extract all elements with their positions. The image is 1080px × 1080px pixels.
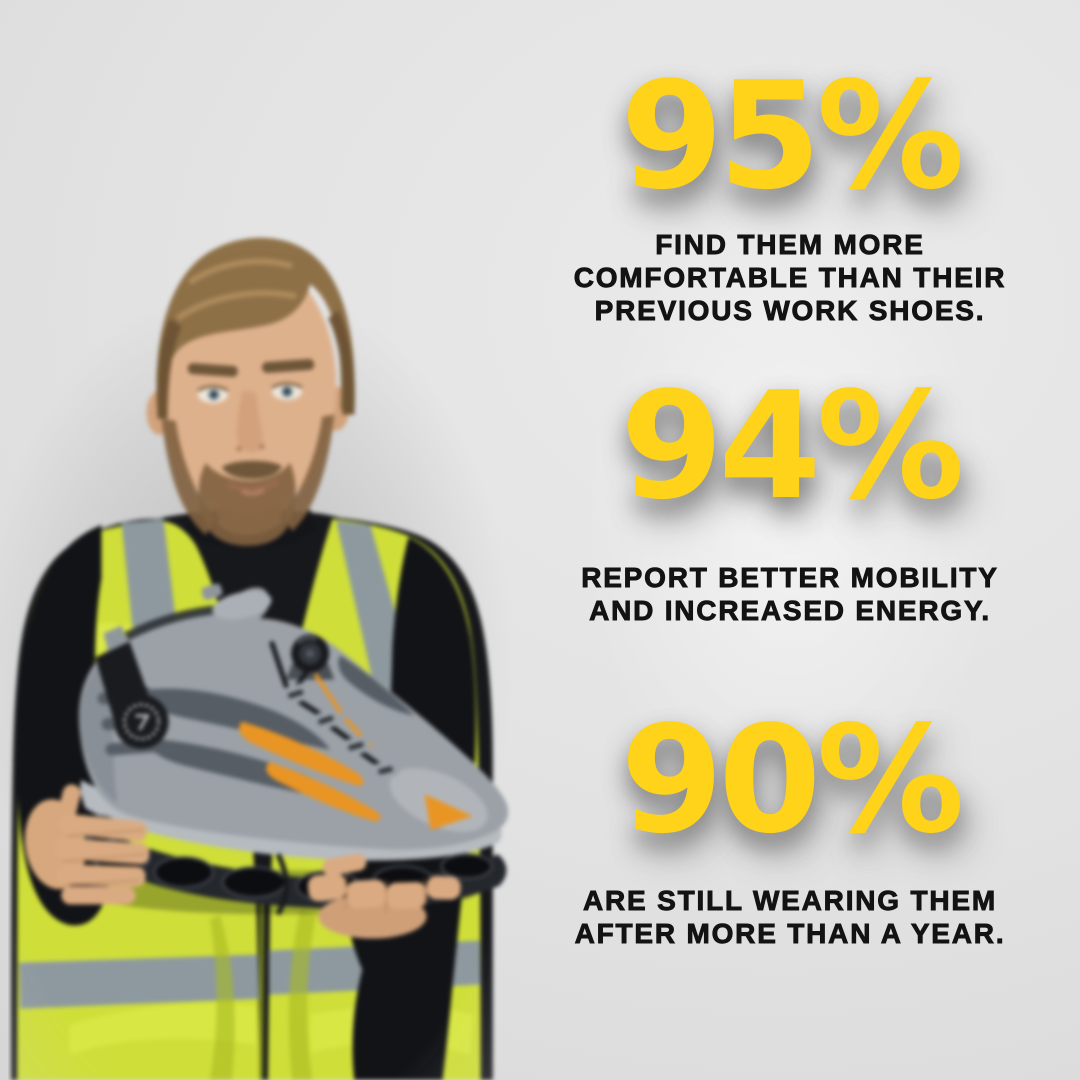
stat-description-line: COMFORTABLE THAN THEIR [573, 262, 1007, 294]
stat-description-line: AFTER MORE THAN A YEAR. [574, 918, 1006, 950]
stat-description-95: FIND THEM MORE COMFORTABLE THAN THEIR PR… [540, 228, 1040, 327]
mustache [221, 460, 283, 479]
heel-logo-badge [114, 694, 169, 749]
beard [161, 414, 335, 546]
vest-zip-seam [258, 886, 264, 1080]
dial-lacing-knob [291, 634, 330, 673]
stat-description-line: FIND THEM MORE [655, 229, 925, 261]
worker-illustration [11, 237, 509, 1080]
right-hand [307, 853, 461, 939]
heel-strap [95, 625, 169, 749]
collar-lining [124, 604, 221, 641]
mouth [227, 480, 279, 492]
stat-value-94: 94% [620, 360, 964, 532]
hair [156, 237, 355, 419]
toe-orange-accent [424, 794, 473, 831]
nose [236, 390, 264, 453]
eyes [197, 382, 303, 404]
worker-photo [8, 222, 532, 1080]
stat-value-95: 95% [620, 50, 964, 222]
worker-face [146, 237, 355, 546]
tongue [212, 591, 272, 620]
stat-description-line: PREVIOUS WORK SHOES. [594, 295, 986, 327]
left-hand [24, 784, 150, 905]
left-eyebrow [187, 363, 238, 377]
stat-description-line: AND INCREASED ENERGY. [589, 595, 991, 627]
tongue-loop [201, 583, 223, 601]
orange-streaks [239, 721, 381, 822]
stat-description-line: ARE STILL WEARING THEM [583, 885, 997, 917]
stat-description-line: REPORT BETTER MOBILITY [581, 562, 999, 594]
reflective-band-left [19, 954, 259, 1009]
stat-value-90: 90% [620, 694, 964, 866]
stat-description-94: REPORT BETTER MOBILITY AND INCREASED ENE… [540, 561, 1040, 627]
right-eyebrow [262, 359, 315, 373]
stat-description-90: ARE STILL WEARING THEM AFTER MORE THAN A… [540, 884, 1040, 950]
midsole [80, 779, 502, 861]
lace-guides [269, 640, 400, 781]
hanging-lace [275, 853, 289, 916]
